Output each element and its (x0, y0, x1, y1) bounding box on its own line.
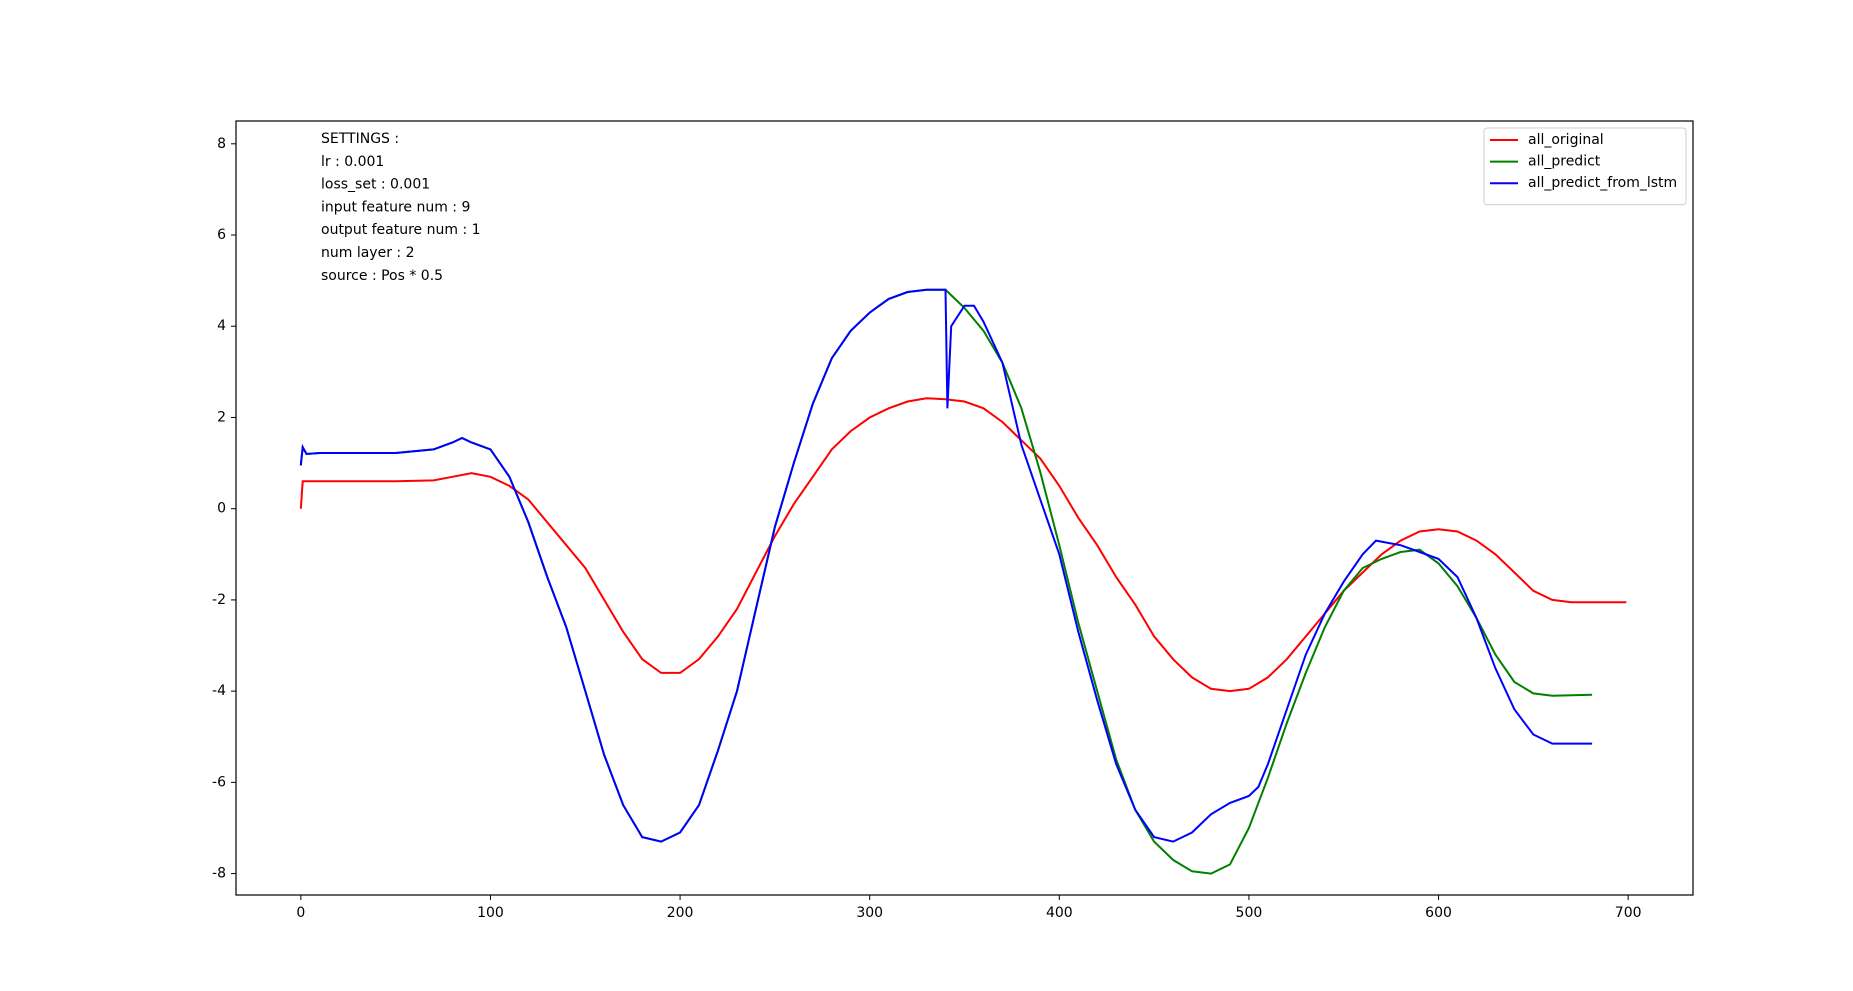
x-tick-label: 100 (477, 905, 504, 921)
y-tick-label: 8 (217, 136, 226, 152)
annotation: loss_set : 0.001 (321, 177, 430, 193)
y-tick-label: 2 (217, 409, 226, 425)
y-tick-label: -8 (212, 866, 226, 882)
y-tick-label: -4 (212, 683, 226, 699)
annotation: output feature num : 1 (321, 222, 481, 238)
y-tick-label: 4 (217, 318, 226, 334)
annotation: SETTINGS : (321, 131, 399, 147)
x-tick-label: 200 (667, 905, 694, 921)
x-tick-label: 700 (1615, 905, 1642, 921)
x-tick-label: 600 (1425, 905, 1452, 921)
legend-label: all_predict_from_lstm (1528, 175, 1677, 191)
legend-label: all_original (1528, 132, 1604, 148)
y-tick-label: 6 (217, 227, 226, 243)
legend-box (1483, 127, 1687, 206)
line (299, 397, 1627, 693)
x-tick-label: 300 (856, 905, 883, 921)
plot-frame (235, 120, 1694, 896)
y-tick-label: -2 (212, 592, 226, 608)
x-tick-label: 500 (1236, 905, 1263, 921)
x-tick-label: 400 (1046, 905, 1073, 921)
annotation: source : Pos * 0.5 (321, 268, 443, 284)
annotation: lr : 0.001 (321, 154, 384, 170)
legend-label: all_predict (1528, 154, 1601, 170)
x-tick-label: 0 (296, 905, 305, 921)
annotation: input feature num : 9 (321, 199, 470, 215)
line (299, 288, 1593, 843)
y-tick-label: -6 (212, 774, 226, 790)
y-tick-label: 0 (217, 501, 226, 517)
annotation: num layer : 2 (321, 245, 414, 261)
